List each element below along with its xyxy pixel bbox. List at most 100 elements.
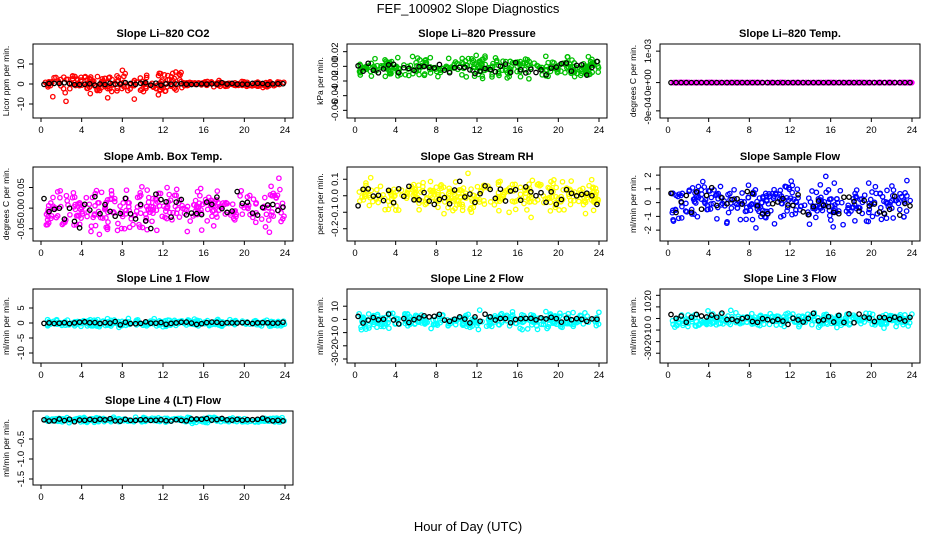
data-point <box>158 82 164 89</box>
data-point <box>790 79 796 86</box>
data-point <box>728 205 735 211</box>
data-point <box>592 185 599 192</box>
data-point <box>729 79 735 86</box>
data-point <box>229 320 235 326</box>
data-point <box>546 321 553 327</box>
data-point <box>815 314 821 321</box>
data-point <box>465 170 471 177</box>
data-point <box>479 75 486 82</box>
data-point <box>733 201 740 208</box>
data-point <box>707 206 714 212</box>
x-tick-label: 8 <box>434 370 439 381</box>
data-point <box>784 204 791 211</box>
data-point <box>461 64 468 71</box>
x-tick-label: 4 <box>79 492 84 503</box>
data-point <box>777 187 784 194</box>
data-point <box>96 87 103 94</box>
data-point <box>142 218 149 224</box>
data-point <box>693 311 700 318</box>
data-point <box>770 195 777 202</box>
data-point <box>197 185 204 192</box>
data-point <box>683 192 690 199</box>
data-point <box>482 65 488 72</box>
data-point <box>86 201 93 208</box>
data-point <box>841 194 847 201</box>
x-tick-label: 24 <box>907 125 918 136</box>
data-point <box>280 319 286 326</box>
data-point <box>497 186 504 193</box>
data-point <box>703 79 710 86</box>
data-point <box>456 64 463 71</box>
data-point <box>766 321 773 328</box>
x-tick-label: 20 <box>239 125 250 136</box>
data-point <box>108 323 114 329</box>
data-point <box>830 209 837 216</box>
data-point <box>902 318 908 324</box>
data-point <box>729 196 735 203</box>
data-point <box>589 64 595 71</box>
panel-title: Slope Line 4 (LT) Flow <box>105 395 221 407</box>
data-point <box>208 81 215 87</box>
data-point <box>224 200 231 207</box>
data-point <box>454 60 460 67</box>
data-point <box>436 61 443 68</box>
data-point <box>275 320 281 326</box>
data-point <box>578 61 585 68</box>
data-point <box>683 319 690 326</box>
data-point <box>166 191 173 198</box>
data-point <box>470 64 477 71</box>
data-point <box>86 80 93 87</box>
data-point <box>239 200 246 207</box>
data-point <box>476 58 482 65</box>
data-point <box>820 202 827 209</box>
data-point <box>512 181 518 188</box>
data-point <box>668 311 674 318</box>
data-point <box>421 63 427 70</box>
data-point <box>800 79 807 86</box>
data-point <box>51 417 58 424</box>
x-tick-label: 20 <box>866 370 877 381</box>
data-point <box>528 315 534 322</box>
data-point <box>139 183 145 190</box>
data-point <box>686 79 692 86</box>
x-tick-label: 20 <box>239 248 250 259</box>
data-point <box>132 417 139 424</box>
data-point <box>571 197 577 204</box>
data-point <box>153 320 159 327</box>
data-point <box>798 203 805 209</box>
data-point <box>678 313 685 319</box>
data-point <box>84 85 91 92</box>
data-point <box>48 212 55 219</box>
data-point <box>780 195 786 202</box>
data-point <box>731 186 737 193</box>
data-point <box>495 321 502 328</box>
points <box>355 307 602 333</box>
x-tick-label: 16 <box>198 492 209 503</box>
data-point <box>739 201 746 207</box>
y-tick-label: 0.00 <box>330 57 341 76</box>
data-point <box>759 79 766 86</box>
data-point <box>387 68 394 74</box>
data-point <box>533 316 539 323</box>
data-point <box>459 207 466 214</box>
data-point <box>866 206 873 213</box>
y-tick-label: -1 <box>643 212 654 220</box>
data-point <box>81 201 88 208</box>
data-point <box>670 218 677 224</box>
y-tick-label: -10 <box>16 346 27 360</box>
data-point <box>468 205 474 211</box>
data-point <box>137 320 144 327</box>
data-point <box>866 203 873 209</box>
data-point <box>147 320 154 327</box>
data-point <box>907 197 914 204</box>
data-point <box>856 205 863 211</box>
x-tick-label: 20 <box>553 370 564 381</box>
data-point <box>590 207 597 214</box>
data-point <box>881 211 888 217</box>
data-point <box>390 199 397 206</box>
data-point <box>41 195 47 202</box>
points <box>41 67 287 105</box>
data-point <box>92 417 98 424</box>
data-point <box>703 314 710 320</box>
data-point <box>169 216 175 223</box>
